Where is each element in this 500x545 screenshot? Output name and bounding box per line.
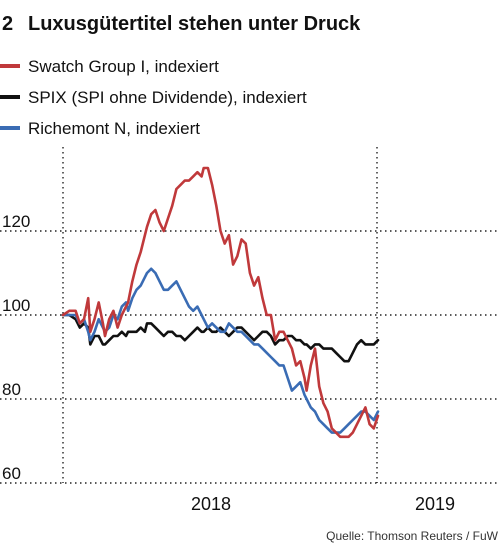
- legend: Swatch Group I, indexiert SPIX (SPI ohne…: [0, 57, 307, 138]
- legend-label-spix: SPIX (SPI ohne Dividende), indexiert: [28, 88, 307, 107]
- x-tick-label: 2019: [415, 494, 455, 514]
- legend-item-swatch: Swatch Group I, indexiert: [0, 57, 219, 76]
- y-tick-label: 100: [2, 296, 30, 315]
- legend-label-richemont: Richemont N, indexiert: [28, 119, 200, 138]
- chart-title: Luxusgütertitel stehen unter Druck: [28, 13, 361, 35]
- source-note: Quelle: Thomson Reuters / FuW: [326, 529, 499, 543]
- legend-label-swatch: Swatch Group I, indexiert: [28, 57, 219, 76]
- y-tick-label: 60: [2, 464, 21, 483]
- y-tick-label: 80: [2, 380, 21, 399]
- figure-number: 2: [2, 13, 13, 35]
- y-axis-labels: 60 80 100 120: [2, 212, 30, 483]
- x-tick-label: 2018: [191, 494, 231, 514]
- legend-item-spix: SPIX (SPI ohne Dividende), indexiert: [0, 88, 307, 107]
- gridlines: [0, 147, 500, 484]
- series-line-0: [61, 166, 380, 439]
- legend-item-richemont: Richemont N, indexiert: [0, 119, 200, 138]
- y-tick-label: 120: [2, 212, 30, 231]
- x-axis-labels: 2018 2019: [191, 494, 455, 514]
- series-line-2: [61, 267, 380, 434]
- series-lines: [61, 166, 380, 439]
